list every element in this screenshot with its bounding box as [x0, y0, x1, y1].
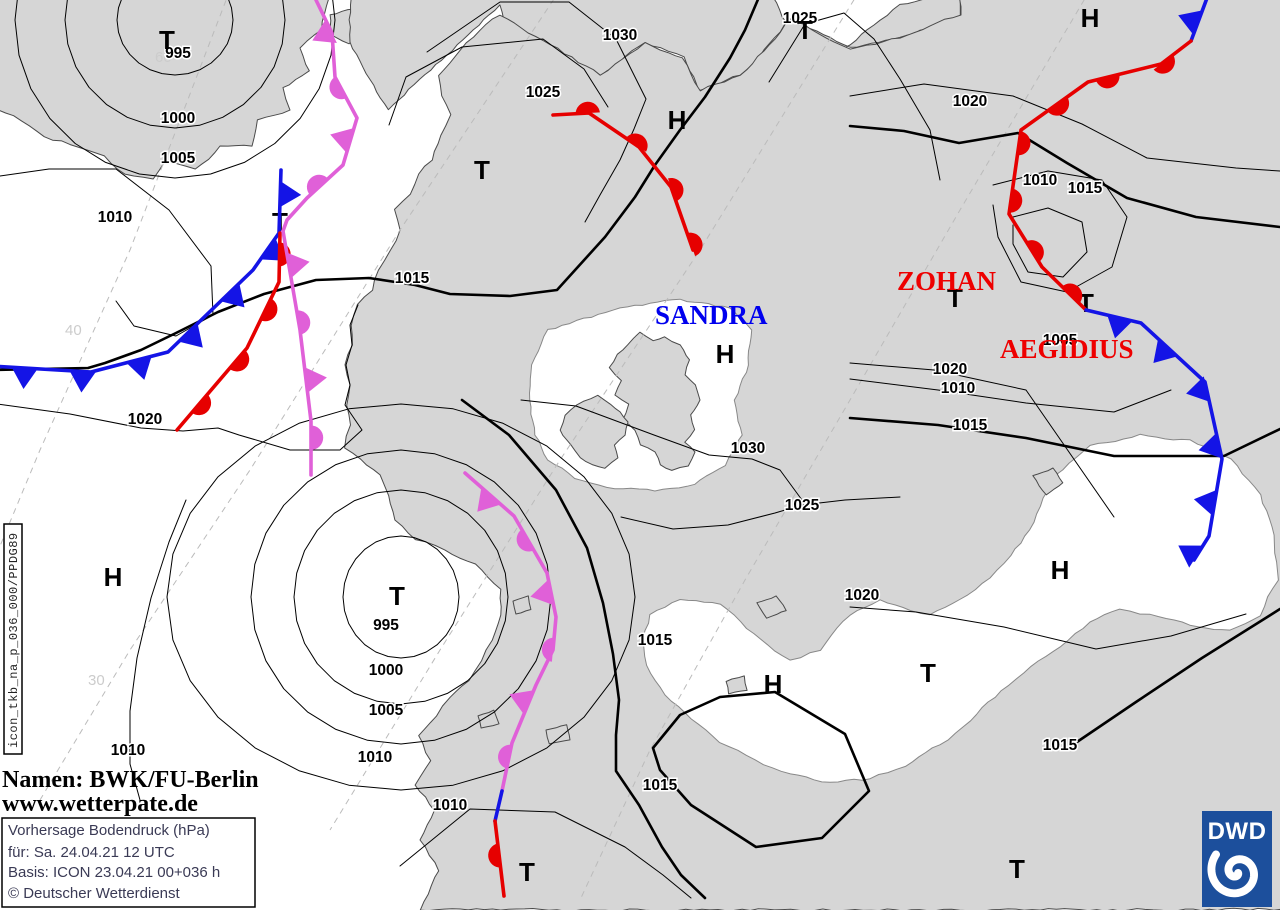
svg-text:Basis: ICON 23.04.21 00+036 h: Basis: ICON 23.04.21 00+036 h [8, 864, 220, 881]
svg-text:T: T [797, 15, 813, 45]
svg-text:1010: 1010 [433, 797, 467, 814]
svg-text:1020: 1020 [845, 587, 879, 604]
svg-text:DWD: DWD [1208, 818, 1267, 845]
svg-text:T: T [159, 25, 175, 55]
svg-text:www.wetterpate.de: www.wetterpate.de [2, 791, 198, 817]
svg-text:Namen: BWK/FU-Berlin: Namen: BWK/FU-Berlin [2, 767, 259, 793]
svg-text:1010: 1010 [98, 209, 132, 226]
svg-text:1015: 1015 [638, 632, 673, 649]
svg-text:SANDRA: SANDRA [655, 300, 768, 330]
svg-text:1000: 1000 [369, 662, 403, 679]
svg-text:ZOHAN: ZOHAN [897, 266, 997, 296]
svg-text:1015: 1015 [395, 270, 430, 287]
svg-text:H: H [764, 669, 783, 699]
svg-text:Vorhersage Bodendruck (hPa): Vorhersage Bodendruck (hPa) [8, 822, 210, 839]
svg-text:1030: 1030 [603, 27, 637, 44]
svg-text:für: Sa. 24.04.21 12 UTC: für: Sa. 24.04.21 12 UTC [8, 844, 175, 861]
svg-text:T: T [389, 581, 405, 611]
svg-text:1015: 1015 [1043, 737, 1078, 754]
svg-text:30: 30 [88, 672, 105, 689]
svg-text:1010: 1010 [941, 380, 975, 397]
svg-text:1010: 1010 [111, 742, 145, 759]
svg-text:40: 40 [65, 322, 82, 339]
svg-text:H: H [104, 562, 123, 592]
svg-text:1015: 1015 [953, 417, 988, 434]
svg-text:1015: 1015 [1068, 180, 1103, 197]
svg-text:icon_tkb_na_p_036_000/PPDG89: icon_tkb_na_p_036_000/PPDG89 [7, 532, 21, 748]
svg-text:1020: 1020 [933, 361, 967, 378]
svg-text:1025: 1025 [785, 497, 820, 514]
svg-text:1015: 1015 [643, 777, 678, 794]
svg-text:1010: 1010 [358, 749, 392, 766]
svg-text:T: T [519, 857, 535, 887]
svg-text:H: H [1051, 555, 1070, 585]
svg-text:1030: 1030 [731, 440, 765, 457]
svg-text:1025: 1025 [526, 84, 561, 101]
svg-text:1020: 1020 [128, 411, 162, 428]
svg-text:1010: 1010 [1023, 172, 1057, 189]
svg-text:1005: 1005 [369, 702, 404, 719]
svg-text:AEGIDIUS: AEGIDIUS [1000, 334, 1134, 364]
svg-text:T: T [920, 658, 936, 688]
svg-text:H: H [668, 105, 687, 135]
svg-text:H: H [716, 339, 735, 369]
svg-text:1005: 1005 [161, 150, 196, 167]
svg-text:1020: 1020 [953, 93, 987, 110]
svg-text:1000: 1000 [161, 110, 195, 127]
svg-text:H: H [1081, 3, 1100, 33]
svg-text:T: T [1009, 854, 1025, 884]
svg-text:995: 995 [373, 617, 399, 634]
svg-text:© Deutscher Wetterdienst: © Deutscher Wetterdienst [8, 885, 181, 902]
svg-text:T: T [474, 155, 490, 185]
